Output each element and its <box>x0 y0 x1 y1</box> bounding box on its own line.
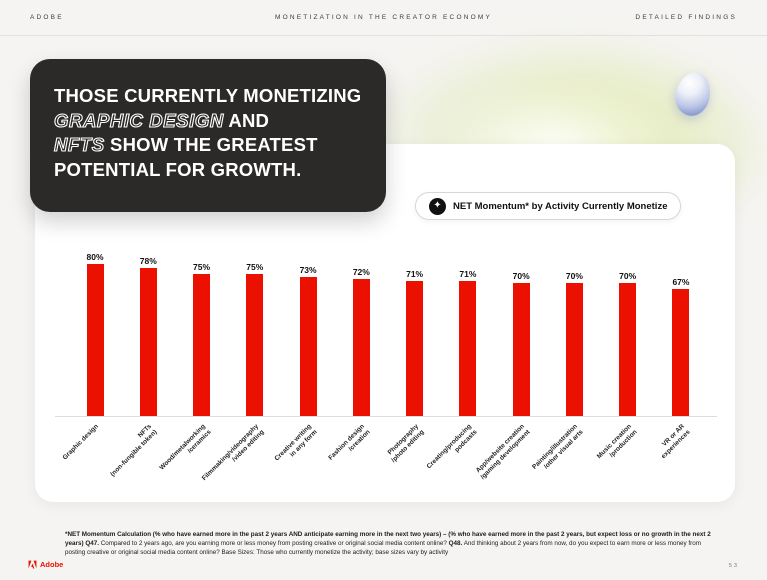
footnote-q47-label: Q47. <box>85 539 99 547</box>
footnote-q47-text: Compared to 2 years ago, are you earning… <box>100 539 447 547</box>
adobe-logo-text: Adobe <box>40 560 64 569</box>
page-number: 53 <box>728 563 739 569</box>
bar-value-label: 70% <box>512 271 530 281</box>
footnote: *NET Momentum Calculation (% who have ea… <box>65 531 720 557</box>
bar-value-label: 71% <box>406 269 424 280</box>
adobe-logo-icon <box>28 560 37 569</box>
headline-card: THOSE CURRENTLY MONETIZING GRAPHIC DESIGN… <box>30 59 386 212</box>
bar-value-label: 78% <box>139 255 157 266</box>
bar <box>86 264 104 416</box>
bar-value-label: 73% <box>299 265 317 276</box>
chart-title-badge: ✦ NET Momentum* by Activity Currently Mo… <box>415 192 682 220</box>
bar <box>299 277 317 416</box>
bar <box>246 273 264 416</box>
bar-value-label: 67% <box>672 276 690 287</box>
headline-line-2: AND <box>223 109 270 131</box>
headline-emphasis-nfts: NFTS <box>53 134 105 156</box>
star-icon: ✦ <box>429 197 446 215</box>
bar-value-label: 75% <box>246 261 264 272</box>
header-title: MONETIZATION IN THE CREATOR ECONOMY <box>275 14 492 21</box>
headline-line-1: THOSE CURRENTLY MONETIZING <box>54 85 362 106</box>
bar <box>139 267 157 416</box>
bar-value-label: 70% <box>619 271 637 281</box>
bar-value-label: 71% <box>459 269 477 280</box>
headline-line-3: SHOW THE GREATEST <box>104 134 318 156</box>
header-section: DETAILED FINDINGS <box>635 14 737 21</box>
bar-value-label: 75% <box>193 261 211 272</box>
bar-chart: 80% Graphic design 78% NFTs (non-fungible t… <box>35 144 735 502</box>
bar <box>193 273 211 416</box>
bar <box>352 279 370 416</box>
bar-value-label: 70% <box>565 271 583 281</box>
bar <box>672 288 690 416</box>
footnote-q48-label: Q48. <box>448 539 463 547</box>
x-axis-line <box>55 416 717 417</box>
bar-value-label: 72% <box>352 267 370 278</box>
chart-title: NET Momentum* by Activity Currently Mone… <box>453 200 668 212</box>
adobe-logo: Adobe <box>28 560 63 569</box>
bar <box>619 283 637 416</box>
bar <box>406 281 424 416</box>
footnote-calculation: *NET Momentum Calculation (% who have ea… <box>65 531 711 547</box>
bar-value-label: 80% <box>86 252 104 262</box>
bar <box>459 281 477 416</box>
bar <box>565 283 583 416</box>
header-brand: ADOBE <box>30 14 64 21</box>
star-icon-glyph: ✦ <box>433 200 442 211</box>
footnote-q48-text: And thinking about 2 years from now, do … <box>65 539 702 556</box>
headline: THOSE CURRENTLY MONETIZING GRAPHIC DESIGN… <box>53 84 362 182</box>
headline-emphasis-graphic-design: GRAPHIC DESIGN <box>53 109 224 131</box>
bar <box>512 283 530 416</box>
header-divider <box>0 35 767 36</box>
headline-line-4: POTENTIAL FOR GROWTH. <box>54 158 302 180</box>
